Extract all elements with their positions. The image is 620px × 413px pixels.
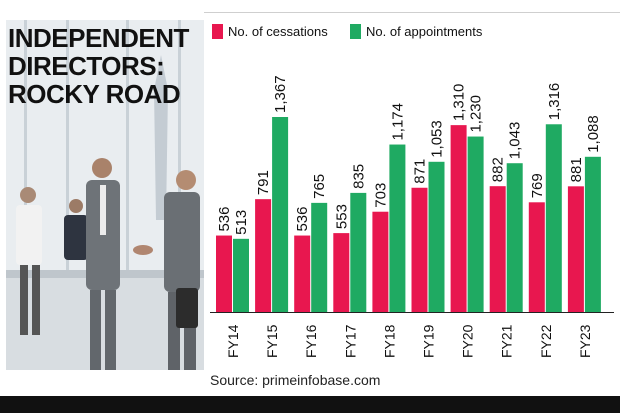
data-label-fy20-s2: 1,230 [468, 95, 485, 133]
data-label-fy16-s2: 765 [311, 174, 328, 199]
bar-fy16-s2 [311, 202, 328, 312]
legend-label-2: No. of appointments [366, 24, 483, 39]
bar-fy20-s2 [467, 136, 484, 312]
x-tick-fy19: FY19 [421, 324, 437, 358]
data-label-fy21-s2: 1,043 [507, 122, 524, 160]
legend-label-1: No. of cessations [228, 24, 328, 39]
title-line-3: ROCKY ROAD [8, 79, 181, 109]
bar-fy18-s1 [372, 211, 389, 312]
bar-fy15-s1 [255, 199, 272, 312]
data-label-fy14-s1: 536 [216, 207, 233, 232]
bar-fy16-s1 [294, 235, 311, 312]
data-label-fy23-s2: 1,088 [585, 115, 602, 153]
bar-fy15-s2 [272, 117, 289, 312]
data-label-fy16-s1: 536 [294, 207, 311, 232]
bottom-rule [0, 396, 620, 413]
top-divider [204, 12, 620, 13]
bar-fy14-s2 [233, 238, 249, 312]
x-tick-fy20: FY20 [460, 324, 476, 358]
x-tick-fy17: FY17 [342, 324, 358, 358]
bar-fy23-s1 [567, 186, 584, 312]
business-handshake-photo [6, 20, 204, 370]
data-label-fy17-s1: 553 [333, 204, 350, 229]
data-label-fy22-s2: 1,316 [546, 83, 563, 121]
bar-fy17-s1 [333, 233, 350, 312]
bar-fy19-s1 [411, 187, 428, 312]
x-tick-fy14: FY14 [225, 324, 241, 358]
bar-fy21-s2 [506, 163, 523, 312]
x-tick-fy21: FY21 [499, 324, 515, 358]
bar-fy22-s2 [545, 124, 562, 312]
title-line-1: INDEPENDENT [8, 23, 189, 53]
title-line-2: DIRECTORS: [8, 51, 165, 81]
data-label-fy18-s2: 1,174 [389, 103, 406, 141]
data-label-fy21-s1: 882 [490, 157, 507, 182]
data-label-fy15-s1: 791 [255, 170, 272, 195]
data-label-fy22-s1: 769 [529, 173, 546, 198]
legend-swatch-1 [212, 24, 223, 39]
x-tick-fy22: FY22 [538, 324, 554, 358]
bar-fy18-s2 [389, 144, 406, 312]
x-tick-fy18: FY18 [381, 324, 397, 358]
legend-swatch-2 [350, 24, 361, 39]
data-label-fy14-s2: 513 [233, 210, 250, 235]
bar-fy22-s1 [528, 202, 545, 312]
bar-fy21-s1 [489, 186, 506, 312]
bar-fy19-s2 [428, 161, 445, 312]
x-tick-fy23: FY23 [577, 324, 593, 358]
x-tick-fy16: FY16 [303, 324, 319, 358]
data-label-fy19-s2: 1,053 [429, 120, 446, 158]
chart-title: INDEPENDENT DIRECTORS: ROCKY ROAD [8, 24, 198, 108]
data-label-fy18-s1: 703 [372, 183, 389, 208]
bar-fy17-s2 [350, 192, 367, 312]
handshake-illustration [6, 20, 204, 370]
bar-fy23-s2 [584, 156, 601, 312]
data-label-fy19-s1: 871 [412, 159, 429, 184]
data-label-fy17-s2: 835 [350, 164, 367, 189]
bar-fy20-s1 [450, 125, 467, 312]
data-label-fy20-s1: 1,310 [451, 84, 468, 122]
data-label-fy23-s1: 881 [568, 157, 585, 182]
x-tick-fy15: FY15 [264, 324, 280, 358]
bar-fy14-s1 [216, 235, 232, 312]
data-label-fy15-s2: 1,367 [272, 75, 289, 113]
source-note: Source: primeinfobase.com [210, 372, 381, 388]
